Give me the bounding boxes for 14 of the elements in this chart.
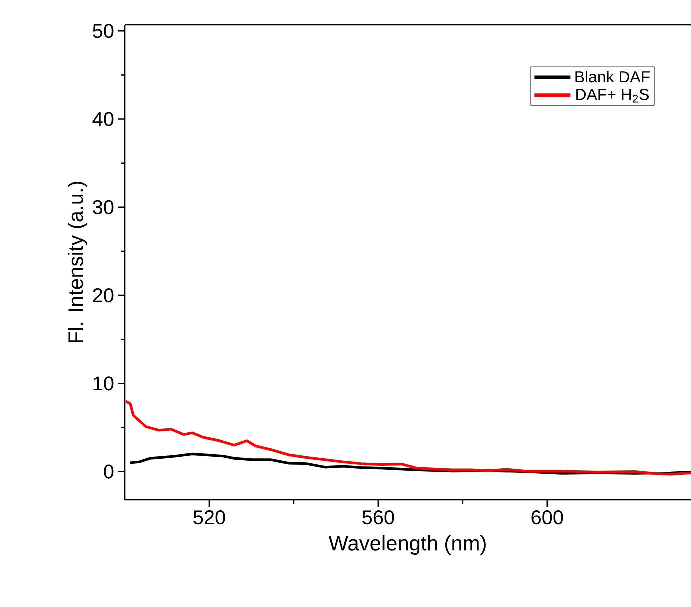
y-tick-label: 20 xyxy=(93,288,114,303)
x-tick-label: 520 xyxy=(194,510,226,525)
y-tick-label: 30 xyxy=(93,200,114,214)
y-tick-label: 10 xyxy=(94,376,114,391)
legend-label: Blank DAF xyxy=(576,70,650,83)
y-tick-label: 50 xyxy=(93,24,114,38)
legend-label: DAF+ H$_{2}$S xyxy=(576,89,650,103)
y-tick-label: 0 xyxy=(104,464,114,479)
x-axis-title: Wavelength (nm) xyxy=(328,535,486,555)
x-tick-label: 600 xyxy=(532,510,564,525)
line-series xyxy=(124,400,691,476)
y-tick-label: 40 xyxy=(92,112,114,126)
y-axis-title: Fl. Intensity (a.u.) xyxy=(68,182,88,343)
x-tick-label: 560 xyxy=(362,510,394,525)
